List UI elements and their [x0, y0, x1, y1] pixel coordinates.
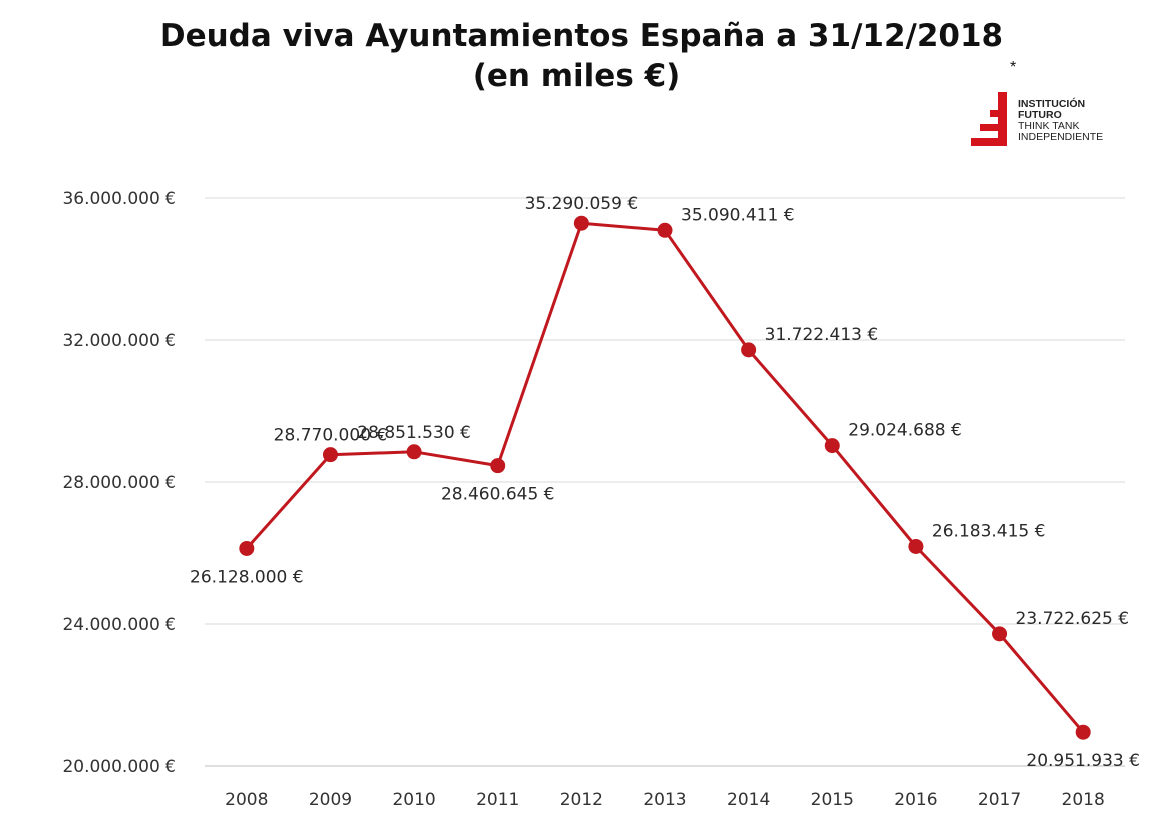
- data-label: 26.183.415 €: [932, 521, 1046, 541]
- x-tick-label: 2009: [309, 790, 352, 810]
- data-point: [322, 447, 338, 463]
- series-deuda-viva: [239, 215, 1091, 740]
- data-label: 35.090.411 €: [681, 205, 795, 225]
- logo-line-2: FUTURO: [1018, 109, 1062, 121]
- x-tick-label: 2018: [1062, 790, 1105, 810]
- data-labels: 26.128.000 € 28.770.000 €28.851.530 € 28.4…: [190, 194, 1140, 771]
- logo-line-1: INSTITUCIÓN: [1018, 98, 1086, 110]
- y-tick-label: 24.000.000 €: [62, 615, 176, 635]
- data-point: [992, 626, 1008, 642]
- x-tick-label: 2011: [476, 790, 519, 810]
- data-point: [490, 458, 506, 474]
- y-tick-label: 32.000.000 €: [62, 331, 176, 351]
- data-point: [406, 444, 422, 460]
- institucion-futuro-logo: * INSTITUCIÓN FUTURO THINK TANK INDEPEND…: [968, 59, 1128, 152]
- chart-subtitle: (en miles €): [472, 58, 681, 94]
- y-axis-ticks: 20.000.000 € 24.000.000 € 28.000.000 € 32.0…: [62, 189, 176, 777]
- data-point: [908, 538, 924, 554]
- data-point: [239, 540, 255, 556]
- y-tick-label: 28.000.000 €: [62, 473, 176, 493]
- data-point: [741, 342, 757, 358]
- data-point: [824, 438, 840, 454]
- x-tick-label: 2015: [811, 790, 854, 810]
- data-label: 31.722.413 €: [765, 325, 879, 345]
- data-label: 20.951.933 €: [1026, 751, 1140, 771]
- gridlines: [205, 197, 1125, 767]
- x-tick-label: 2010: [392, 790, 435, 810]
- data-label: 28.851.530 €: [357, 423, 471, 443]
- data-point: [573, 215, 589, 231]
- x-tick-label: 2013: [643, 790, 686, 810]
- y-tick-label: 20.000.000 €: [62, 757, 176, 777]
- logo-star: *: [1010, 59, 1017, 76]
- data-label: 29.024.688 €: [848, 421, 962, 441]
- series-line: [245, 221, 1085, 734]
- data-label: 28.770.000 €: [274, 426, 388, 446]
- x-tick-label: 2016: [894, 790, 937, 810]
- x-axis-ticks: 2008 2009 2010 2011 2012 2013 2014 2015 2016 2017…: [225, 790, 1105, 810]
- data-label: 28.460.645 €: [441, 485, 555, 505]
- data-label: 35.290.059 €: [525, 194, 639, 214]
- y-tick-label: 36.000.000 €: [62, 189, 176, 209]
- data-point: [657, 222, 673, 238]
- data-label: 23.722.625 €: [1016, 609, 1130, 629]
- logo-line-4: INDEPENDIENTE: [1018, 131, 1104, 143]
- chart-title: Deuda viva Ayuntamientos España a 31/12/…: [0, 16, 1165, 96]
- chart-title-text: Deuda viva Ayuntamientos España a 31/12/…: [159, 18, 1004, 54]
- logo-line-3: THINK TANK: [1018, 120, 1080, 132]
- logo-mark-icon: [971, 92, 1007, 146]
- x-tick-label: 2012: [560, 790, 603, 810]
- x-tick-label: 2017: [978, 790, 1021, 810]
- data-point: [1075, 724, 1091, 740]
- x-tick-label: 2014: [727, 790, 770, 810]
- x-tick-label: 2008: [225, 790, 268, 810]
- data-label: 26.128.000 €: [190, 567, 304, 587]
